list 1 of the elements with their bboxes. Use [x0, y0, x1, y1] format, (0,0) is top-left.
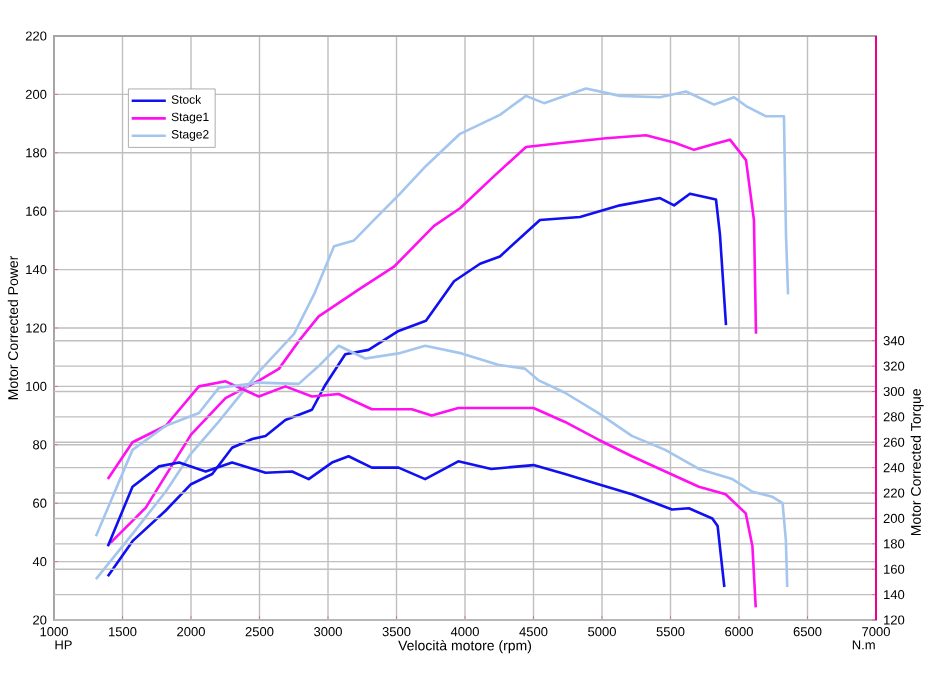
line-series	[94, 87, 790, 581]
